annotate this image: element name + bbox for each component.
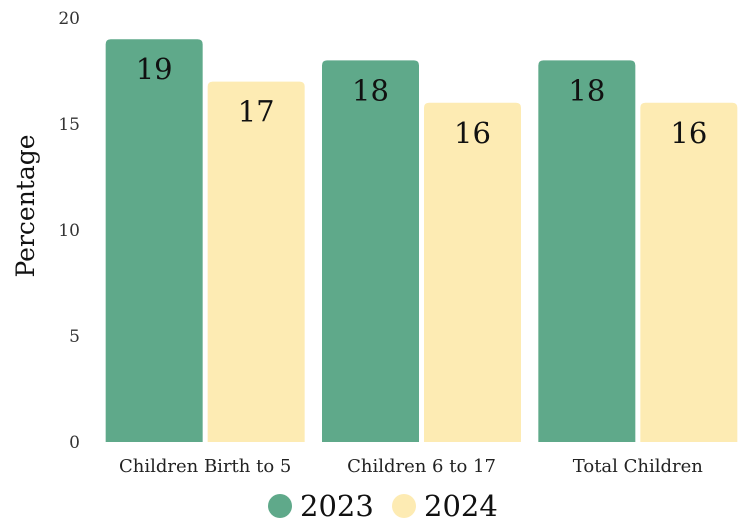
y-tick-label: 20: [58, 9, 80, 29]
bar-2023-2: [322, 60, 419, 443]
legend-label-2024: 2024: [424, 489, 498, 523]
data-label-2024-2: 16: [454, 116, 491, 150]
data-label-2024-1: 17: [238, 95, 275, 129]
legend-label-2023: 2023: [300, 489, 374, 523]
data-label-2024-3: 16: [670, 116, 707, 150]
bars: [105, 39, 738, 443]
category-label: Children 6 to 17: [347, 456, 496, 477]
bar-2024-3: [640, 102, 738, 443]
y-axis-title: Percentage: [11, 134, 40, 277]
legend-swatch-2023: [268, 494, 292, 518]
y-tick-label: 15: [58, 115, 80, 135]
category-label: Children Birth to 5: [119, 456, 291, 477]
category-label: Total Children: [573, 456, 704, 477]
data-labels: 19 17 18 16 18 16: [136, 52, 708, 150]
bar-2023-3: [538, 60, 636, 443]
bar-2024-1: [207, 81, 305, 442]
y-tick-label: 0: [69, 433, 80, 453]
bar-2023-1: [105, 39, 203, 442]
y-tick-label: 5: [69, 327, 80, 347]
x-axis-category-labels: Children Birth to 5 Children 6 to 17 Total…: [119, 456, 703, 477]
y-tick-label: 10: [58, 221, 80, 241]
y-axis-ticks: 0 5 10 15 20: [58, 9, 80, 453]
bar-2024-2: [424, 102, 521, 443]
legend-swatch-2024: [392, 494, 416, 518]
legend: 2023 2024: [268, 489, 498, 523]
data-label-2023-3: 18: [568, 73, 605, 107]
data-label-2023-2: 18: [352, 73, 389, 107]
data-label-2023-1: 19: [136, 52, 173, 86]
